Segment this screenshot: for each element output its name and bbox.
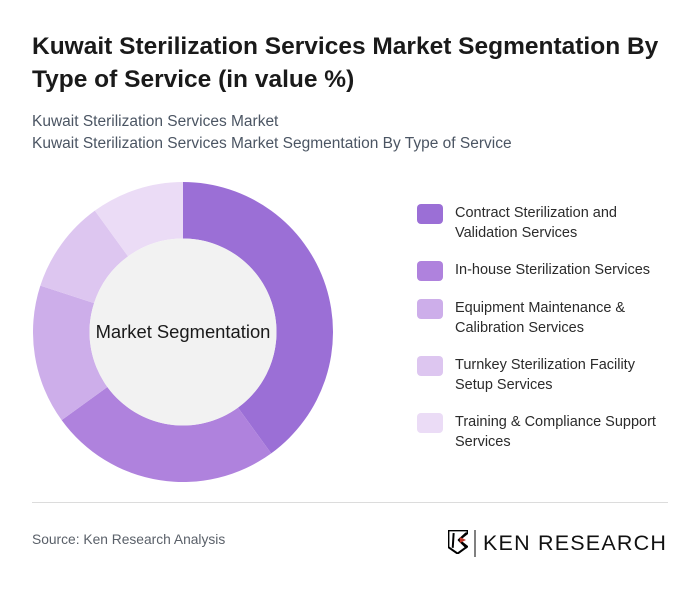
svg-text:KEN RESEARCH: KEN RESEARCH — [483, 531, 667, 555]
